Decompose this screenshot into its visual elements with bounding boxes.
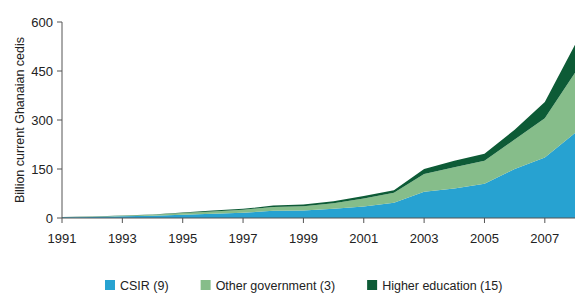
y-tick [57,120,62,121]
x-tick [182,218,183,223]
x-tick-label: 1991 [48,231,77,246]
x-tick [243,218,244,223]
legend-swatch [367,280,377,290]
y-tick-label: 450 [31,64,53,79]
y-tick-label: 0 [46,211,53,226]
x-tick-label: 1995 [168,231,197,246]
legend-label: Other government (3) [216,279,336,293]
legend-label: CSIR (9) [120,279,169,293]
y-tick [57,71,62,72]
area [62,45,575,217]
x-tick [62,218,63,223]
x-tick-label: 2007 [530,231,559,246]
y-tick [57,218,62,219]
x-tick [424,218,425,223]
x-tick [303,218,304,223]
y-tick [57,169,62,170]
legend: CSIR (9) Other government (3) Higher educa… [105,279,502,293]
x-tick-label: 1999 [289,231,318,246]
y-tick-label: 300 [31,113,53,128]
x-tick [544,218,545,223]
y-tick-label: 150 [31,162,53,177]
x-tick [484,218,485,223]
x-tick-label: 2001 [349,231,378,246]
x-tick [363,218,364,223]
y-axis-label: Billion current Ghanaian cedis [13,37,27,203]
x-axis [62,218,575,219]
x-tick-label: 2003 [410,231,439,246]
legend-swatch [201,280,211,290]
x-tick [122,218,123,223]
chart: 0 150 300 450 600 1991 1993 1995 1997 1999 2001 200… [0,0,588,305]
x-tick-label: 1997 [229,231,258,246]
legend-label: Higher education (15) [382,279,502,293]
legend-swatch [105,280,115,290]
y-tick-label: 600 [31,15,53,30]
y-tick [57,22,62,23]
x-tick-label: 1993 [108,231,137,246]
areas [62,45,575,218]
x-tick-label: 2005 [470,231,499,246]
